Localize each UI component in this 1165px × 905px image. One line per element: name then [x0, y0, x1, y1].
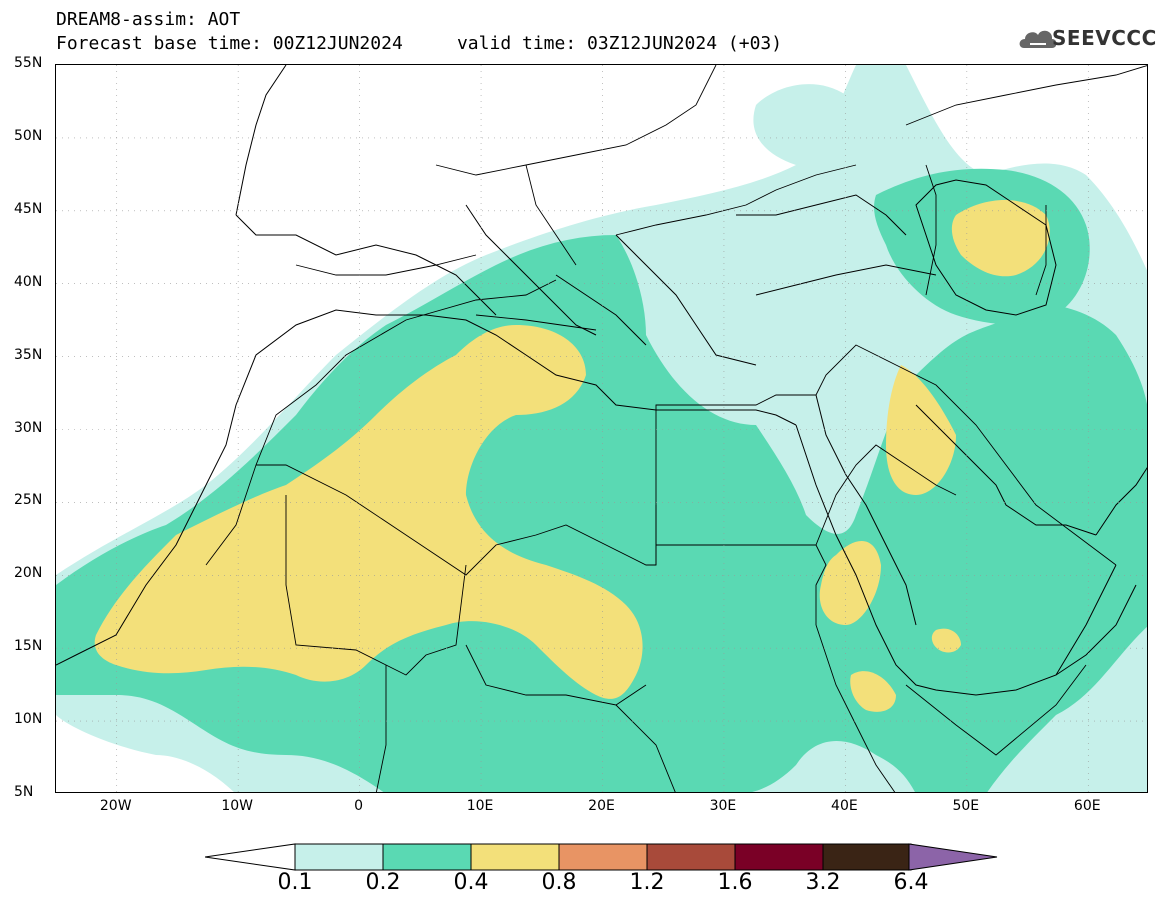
colorbar-label: 0.4 — [453, 870, 489, 895]
colorbar-swatch — [294, 843, 384, 871]
aot-map-canvas — [56, 65, 1147, 792]
colorbar-label: 0.8 — [541, 870, 577, 895]
lat-label: 50N — [14, 127, 43, 144]
colorbar-label: 1.6 — [717, 870, 753, 895]
colorbar-label: 6.4 — [893, 870, 929, 895]
lat-label: 5N — [14, 784, 34, 800]
lon-label: 0 — [354, 798, 364, 814]
colorbar-label: 0.1 — [277, 870, 313, 895]
colorbar-swatch — [382, 843, 472, 871]
lon-label: 10E — [466, 798, 494, 814]
colorbar-label: 3.2 — [805, 870, 841, 895]
lat-label: 25N — [14, 492, 43, 509]
aot-colorbar — [205, 843, 998, 871]
cloud-logo-icon — [1019, 30, 1057, 48]
colorbar-label: 1.2 — [629, 870, 665, 895]
colorbar-swatch — [646, 843, 736, 871]
lat-label: 55N — [14, 55, 43, 71]
lon-label: 20W — [99, 798, 132, 814]
aot-band-0.4 — [94, 200, 1050, 712]
lat-label: 10N — [14, 711, 43, 728]
lon-label: 30E — [709, 798, 737, 814]
lat-lon-grid — [56, 65, 1147, 792]
lon-label: 50E — [952, 798, 980, 814]
forecast-time-line: Forecast base time: 00Z12JUN2024 valid t… — [56, 33, 783, 54]
lat-label: 30N — [14, 419, 43, 436]
lon-label: 40E — [831, 798, 858, 814]
aot-map — [55, 64, 1148, 793]
lat-label: 45N — [14, 200, 43, 217]
map-title: DREAM8-assim: AOT — [56, 9, 241, 30]
lat-label: 20N — [14, 565, 43, 582]
colorbar-swatch — [558, 843, 648, 871]
lat-label: 15N — [14, 638, 43, 655]
colorbar-swatch — [734, 843, 824, 871]
colorbar-label: 0.2 — [365, 870, 401, 895]
colorbar-over-arrow — [908, 843, 998, 871]
colorbar-swatch — [470, 843, 560, 871]
colorbar-under-arrow — [205, 843, 296, 871]
colorbar-swatch — [822, 843, 912, 871]
lat-label: 35N — [14, 346, 43, 363]
logo-text: SEEVCCC — [1052, 26, 1157, 50]
lon-label: 20E — [588, 798, 615, 814]
lon-label: 10W — [221, 798, 253, 814]
coastlines — [56, 65, 1147, 696]
lon-label: 60E — [1073, 798, 1101, 814]
lat-label: 40N — [14, 273, 43, 290]
